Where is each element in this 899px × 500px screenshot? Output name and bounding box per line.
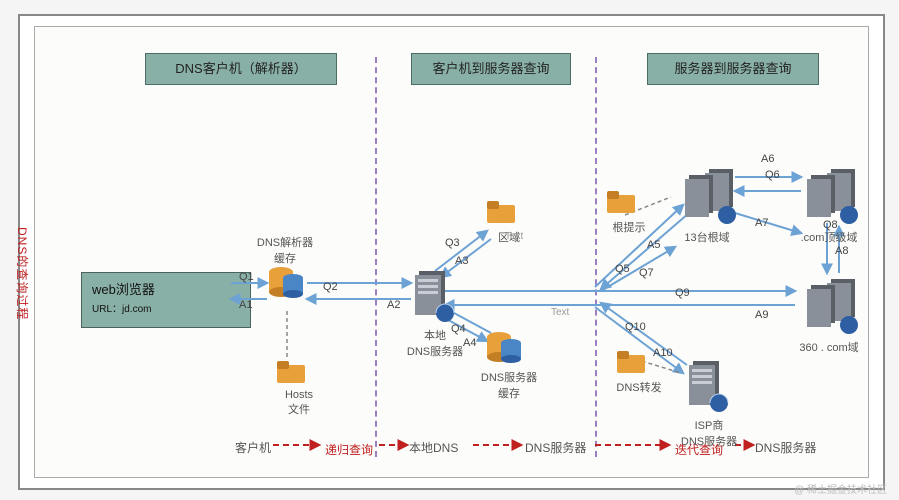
node-label-root13: 13台根域 — [667, 229, 747, 245]
edge-label-Q5: Q5 — [615, 263, 630, 275]
node-isp: ISP商DNS服务器 — [685, 357, 749, 447]
section-header-1: 客户机到服务器查询 — [411, 53, 571, 85]
edge-label-Q4: Q4 — [451, 323, 466, 335]
placeholder-text-1: Text — [505, 231, 523, 242]
edge-label-A5: A5 — [647, 239, 660, 251]
section-header-2: 服务器到服务器查询 — [647, 53, 819, 85]
edge-label-A1: A1 — [239, 299, 252, 311]
edge-label-A3: A3 — [455, 255, 468, 267]
edge-label-Q8: Q8 — [823, 219, 838, 231]
query-type-label-0: 递归查询 — [325, 441, 373, 458]
edge-label-A2: A2 — [387, 299, 400, 311]
edge-label-A6: A6 — [761, 153, 774, 165]
watermark: @ 稀土掘金技术社区 — [794, 481, 887, 496]
node-label-hosts: Hosts文件 — [259, 389, 339, 417]
browser-box: web浏览器 URL：jd.com — [81, 272, 251, 328]
section-header-0: DNS客户机（解析器） — [145, 53, 337, 85]
node-root_hint: 根提示 — [605, 187, 669, 233]
footer-label-1: 本地DNS — [409, 439, 458, 456]
diagram-canvas: DNS的查询过程 DNS客户机（解析器）客户机到服务器查询服务器到服务器查询 w… — [34, 26, 869, 478]
edge-label-Q3: Q3 — [445, 237, 460, 249]
node-resolver_cache: DNS解析器缓存 — [267, 262, 305, 302]
edge-label-Q1: Q1 — [239, 271, 254, 283]
edge-label-A4: A4 — [463, 337, 476, 349]
rotated-title: DNS的查询过程 — [14, 227, 31, 320]
edge-label-A8: A8 — [835, 245, 848, 257]
node-label-dns_cache: DNS服务器缓存 — [469, 369, 549, 401]
node-label-root_hint: 根提示 — [589, 219, 669, 235]
node-label-com360: 360 . com域 — [789, 339, 869, 355]
edge-label-Q6: Q6 — [765, 169, 780, 181]
edge-label-Q10: Q10 — [625, 321, 646, 333]
footer-label-2: DNS服务器 — [525, 439, 586, 456]
edge-label-A10: A10 — [653, 347, 673, 359]
node-hosts: Hosts文件 — [275, 357, 339, 415]
node-com_tld: .com顶级域 — [805, 167, 869, 243]
divider-1 — [375, 57, 377, 457]
browser-url: URL：jd.com — [92, 300, 240, 315]
edge-label-Q9: Q9 — [675, 287, 690, 299]
node-label-dns_forward: DNS转发 — [599, 379, 679, 395]
node-label-resolver_cache: DNS解析器缓存 — [245, 234, 325, 266]
outer-frame: DNS的查询过程 DNS客户机（解析器）客户机到服务器查询服务器到服务器查询 w… — [18, 14, 885, 490]
browser-title: web浏览器 — [92, 279, 240, 298]
node-root13: 13台根域 — [683, 167, 747, 243]
placeholder-text-2: Text — [551, 307, 569, 318]
node-label-com_tld: .com顶级域 — [789, 229, 869, 245]
node-dns_cache: DNS服务器缓存 — [485, 327, 549, 399]
edge-label-A7: A7 — [755, 217, 768, 229]
edge-label-A9: A9 — [755, 309, 768, 321]
edge-label-Q7: Q7 — [639, 267, 654, 279]
edge-label-Q2: Q2 — [323, 281, 338, 293]
divider-2 — [595, 57, 597, 457]
node-com360: 360 . com域 — [805, 277, 869, 353]
footer-label-3: DNS服务器 — [755, 439, 816, 456]
footer-label-0: 客户机 — [235, 439, 271, 456]
query-type-label-1: 迭代查询 — [675, 441, 723, 458]
